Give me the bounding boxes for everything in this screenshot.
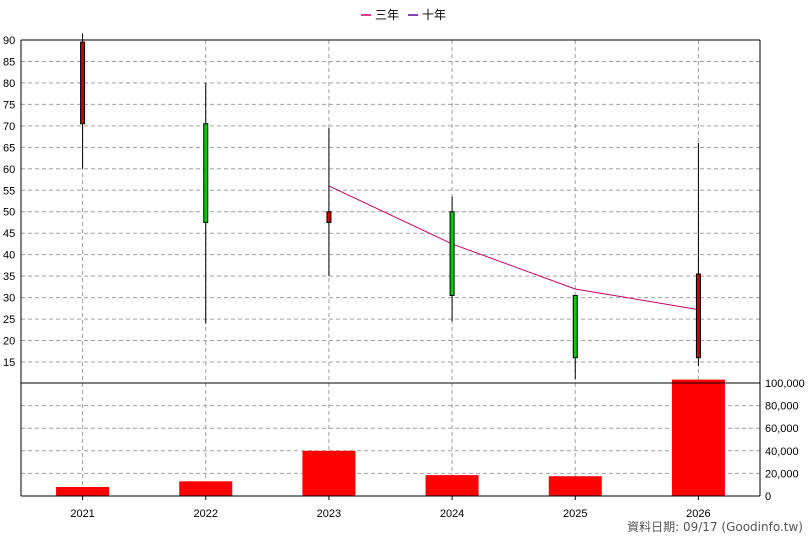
price-tick-label: 55	[3, 185, 15, 197]
price-tick-label: 75	[3, 99, 15, 111]
volume-bar	[179, 481, 233, 496]
volume-bars	[56, 379, 725, 496]
legend-label-10yr: 十年	[422, 8, 446, 22]
candle-body	[203, 123, 209, 223]
x-tick-label: 2021	[70, 508, 94, 520]
volume-bar	[56, 486, 110, 496]
price-tick-label: 15	[3, 357, 15, 369]
candlesticks	[80, 33, 701, 380]
price-tick-label: 80	[3, 78, 15, 90]
candle-body	[326, 211, 332, 223]
candle-body	[572, 294, 578, 359]
axes: 15202530354045505560657075808590020,0004…	[3, 35, 805, 520]
price-tick-label: 25	[3, 314, 15, 326]
x-tick-label: 2023	[317, 508, 341, 520]
price-tick-label: 40	[3, 250, 15, 262]
price-tick-label: 35	[3, 271, 15, 283]
price-tick-label: 50	[3, 207, 15, 219]
data-credit: 資料日期: 09/17 (Goodinfo.tw)	[627, 520, 803, 534]
volume-bar	[302, 450, 356, 496]
volume-tick-label: 20,000	[765, 468, 799, 480]
x-tick-label: 2024	[440, 508, 464, 520]
volume-tick-label: 0	[765, 491, 771, 503]
grid	[21, 39, 760, 496]
x-tick-label: 2022	[194, 508, 218, 520]
candle-body	[449, 211, 455, 296]
price-tick-label: 65	[3, 142, 15, 154]
price-tick-label: 20	[3, 336, 15, 348]
legend-label-3yr: 三年	[375, 8, 399, 22]
price-tick-label: 45	[3, 228, 15, 240]
price-tick-label: 60	[3, 164, 15, 176]
candle-body	[80, 41, 86, 125]
average-lines	[328, 185, 699, 311]
volume-bar	[548, 476, 602, 496]
candle-body	[695, 273, 701, 359]
volume-tick-label: 40,000	[765, 446, 799, 458]
volume-tick-label: 80,000	[765, 401, 799, 413]
legend: 三年 十年	[361, 8, 446, 22]
volume-tick-label: 60,000	[765, 423, 799, 435]
average-line	[328, 185, 699, 311]
price-tick-label: 85	[3, 56, 15, 68]
x-tick-label: 2025	[563, 508, 587, 520]
price-tick-label: 30	[3, 293, 15, 305]
volume-bar	[671, 379, 725, 496]
x-tick-label: 2026	[686, 508, 710, 520]
price-tick-label: 70	[3, 121, 15, 133]
price-tick-label: 90	[3, 35, 15, 47]
volume-bar	[425, 475, 479, 496]
volume-tick-label: 100,000	[765, 378, 805, 390]
